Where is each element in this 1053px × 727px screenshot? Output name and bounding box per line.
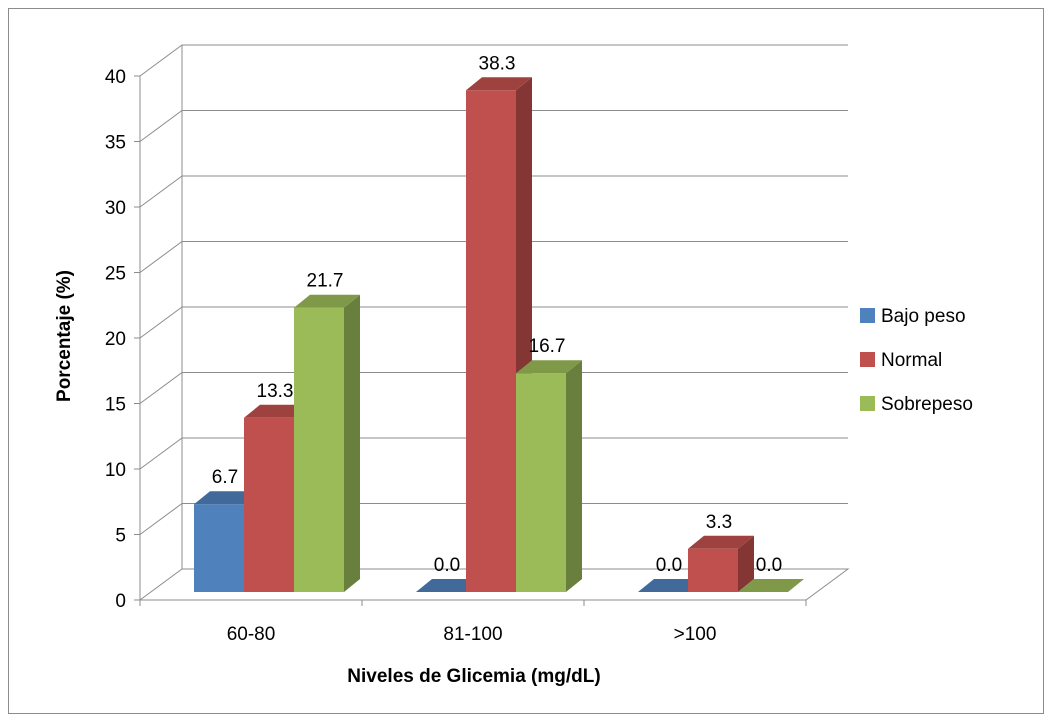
bar — [738, 579, 804, 592]
legend-swatch — [860, 308, 875, 323]
bar-front — [194, 504, 244, 592]
bar-front — [688, 548, 738, 592]
gridline — [139, 306, 848, 339]
bar-top — [738, 579, 804, 592]
bar-top — [688, 535, 754, 549]
x-axis: 60-80 81-100 >100 — [139, 599, 807, 645]
bar — [688, 535, 754, 592]
bar-front — [244, 417, 294, 592]
y-tick-label: 10 — [105, 460, 126, 481]
y-tick-label: 5 — [115, 526, 126, 547]
gridline — [139, 175, 848, 208]
legend: Bajo peso Normal Sobrepeso — [860, 306, 973, 415]
gridline — [139, 372, 848, 404]
bar-top — [244, 404, 310, 418]
gridline — [139, 503, 848, 535]
legend-swatch — [860, 396, 875, 411]
bar-front — [466, 90, 516, 593]
data-label: 0.0 — [434, 555, 460, 576]
data-label: 21.7 — [307, 271, 344, 292]
y-tick-label: 20 — [105, 329, 126, 350]
data-label: 13.3 — [257, 381, 294, 402]
bar — [638, 579, 704, 592]
bar — [416, 579, 482, 592]
bar — [516, 360, 582, 592]
bar-side — [738, 535, 754, 592]
bar-side — [566, 360, 582, 592]
y-axis-title: Porcentaje (%) — [54, 270, 75, 402]
data-label: 16.7 — [529, 336, 566, 357]
y-tick-label: 40 — [105, 67, 126, 88]
legend-label: Sobrepeso — [881, 394, 973, 415]
gridline — [139, 110, 848, 142]
x-tick-label: 81-100 — [443, 624, 502, 645]
data-label: 0.0 — [656, 555, 682, 576]
bar-top — [516, 360, 582, 374]
y-tick-label: 35 — [105, 133, 126, 154]
gridline — [139, 44, 848, 77]
x-tick-label: >100 — [674, 624, 717, 645]
bar-top — [416, 579, 482, 592]
data-label: 6.7 — [212, 467, 238, 488]
bars: 6.7 13.3 21.7 0.0 38.3 16.7 0.0 3.3 0.0 — [194, 53, 804, 593]
bar-front — [516, 373, 566, 592]
y-axis: 0 5 10 15 20 25 30 35 40 — [105, 67, 141, 612]
y-tick-label: 15 — [105, 395, 126, 416]
gridlines — [139, 44, 848, 535]
legend-label: Normal — [881, 350, 942, 371]
y-tick-label: 25 — [105, 264, 126, 285]
data-label: 0.0 — [756, 555, 782, 576]
legend-label: Bajo peso — [881, 306, 966, 327]
gridline — [139, 241, 848, 273]
y-tick-label: 30 — [105, 198, 126, 219]
bar-side — [344, 294, 360, 592]
x-axis-title: Niveles de Glicemia (mg/dL) — [347, 666, 600, 687]
bar-top — [466, 77, 532, 91]
bar-top — [194, 491, 260, 505]
bar — [294, 294, 360, 592]
gridline — [139, 437, 848, 470]
bar-front — [294, 307, 344, 592]
data-label: 38.3 — [479, 53, 516, 74]
y-tick-label: 0 — [115, 591, 126, 612]
data-label: 3.3 — [706, 512, 732, 533]
bar-top — [638, 579, 704, 592]
x-tick-label: 60-80 — [227, 624, 276, 645]
bar-top — [294, 294, 360, 308]
legend-swatch — [860, 352, 875, 367]
